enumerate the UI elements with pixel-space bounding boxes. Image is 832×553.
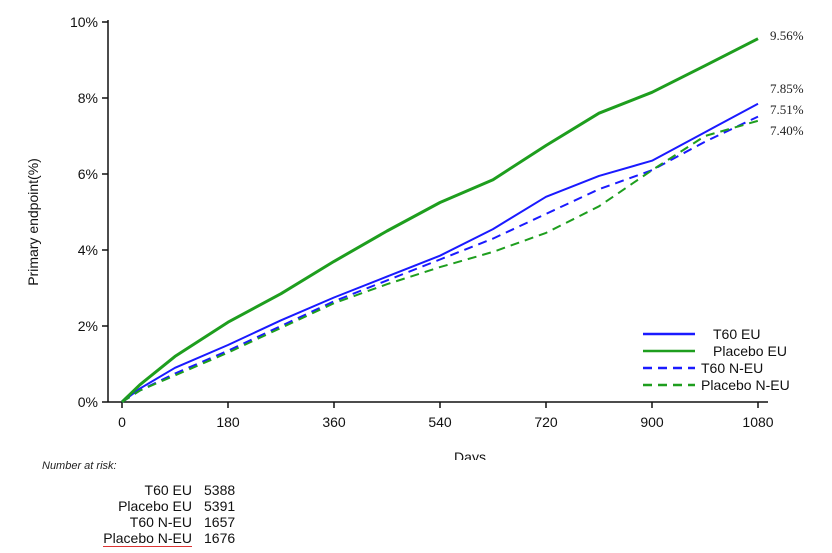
x-tick-label: 360	[322, 414, 346, 430]
legend-label: T60 EU	[713, 326, 760, 342]
x-tick-label: 0	[118, 414, 126, 430]
risk-row-value: 5388	[204, 482, 236, 498]
risk-row-value: 1676	[204, 530, 236, 546]
legend-label: Placebo EU	[713, 343, 787, 359]
end-value-label: 7.85%	[770, 81, 804, 96]
risk-row-label: Placebo N-EU	[103, 530, 192, 547]
x-tick-label: 720	[534, 414, 558, 430]
series-line	[121, 115, 759, 403]
x-tick-label: 900	[640, 414, 664, 430]
end-value-label: 9.56%	[770, 28, 804, 43]
risk-row: Placebo N-EU 1676	[40, 530, 264, 547]
series-line	[121, 102, 759, 403]
risk-row-value: 1657	[204, 514, 236, 530]
risk-row-label: Placebo EU	[118, 498, 192, 514]
y-axis-title: Primary endpoint(%)	[25, 158, 41, 286]
risk-row: T60 N-EU 1657	[40, 514, 264, 530]
y-tick-label: 6%	[78, 166, 98, 182]
risk-row: Placebo EU 5391	[40, 498, 264, 514]
x-tick-label: 540	[428, 414, 452, 430]
y-tick-label: 8%	[78, 90, 98, 106]
y-tick-label: 10%	[70, 14, 98, 30]
y-tick-label: 2%	[78, 318, 98, 334]
risk-row-label: T60 N-EU	[129, 514, 192, 530]
x-axis-title: Days	[454, 449, 486, 460]
x-tick-label: 1080	[742, 414, 773, 430]
end-value-label: 7.51%	[770, 102, 804, 117]
legend-label: T60 N-EU	[701, 360, 763, 376]
risk-row-value: 5391	[204, 498, 236, 514]
legend-label: Placebo N-EU	[701, 377, 790, 393]
survival-chart: 0% 2% 4% 6% 8% 10% 0 180 360 540 720 900 1080 Days Pri…	[25, 14, 804, 460]
risk-table-title: Number at risk:	[42, 460, 117, 472]
series-line	[121, 119, 759, 403]
end-value-label: 7.40%	[770, 123, 804, 138]
risk-table: T60 EU 5388 Placebo EU 5391 T60 N-EU 165…	[40, 482, 264, 547]
risk-row-label: T60 EU	[144, 482, 192, 498]
series-line	[120, 37, 759, 404]
x-tick-label: 180	[216, 414, 240, 430]
risk-row: T60 EU 5388	[40, 482, 264, 498]
y-tick-label: 4%	[78, 242, 98, 258]
y-tick-label: 0%	[78, 394, 98, 410]
